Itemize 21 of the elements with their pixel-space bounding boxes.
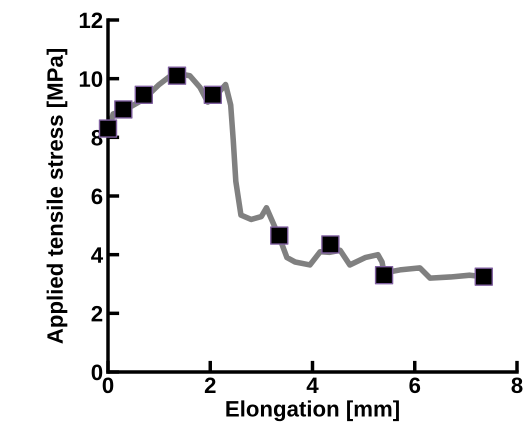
x-tick-label: 0 [102,377,114,394]
point [204,86,222,104]
point [134,86,153,104]
y-tick-label: 12 [80,12,102,28]
point [114,100,133,119]
y-tick-label: 0 [92,364,102,380]
x-tick-label: 2 [204,377,216,393]
x-tick-label: 6 [409,377,420,394]
y-tick-label: 10 [80,71,102,87]
point [270,226,288,245]
x-axis-title: Elongation [mm] [226,400,399,422]
y-tick-label: 4 [91,247,104,263]
x-tick-label: 4 [306,378,319,393]
point [474,267,493,286]
point [374,266,394,284]
y-tick-label: 6 [92,188,102,204]
y-tick-label: 2 [92,306,102,322]
point [168,66,186,85]
x-tick-label: 8 [512,377,522,394]
point [321,235,340,254]
y-axis-title: Applied tensile stress [MPa] [46,49,68,344]
